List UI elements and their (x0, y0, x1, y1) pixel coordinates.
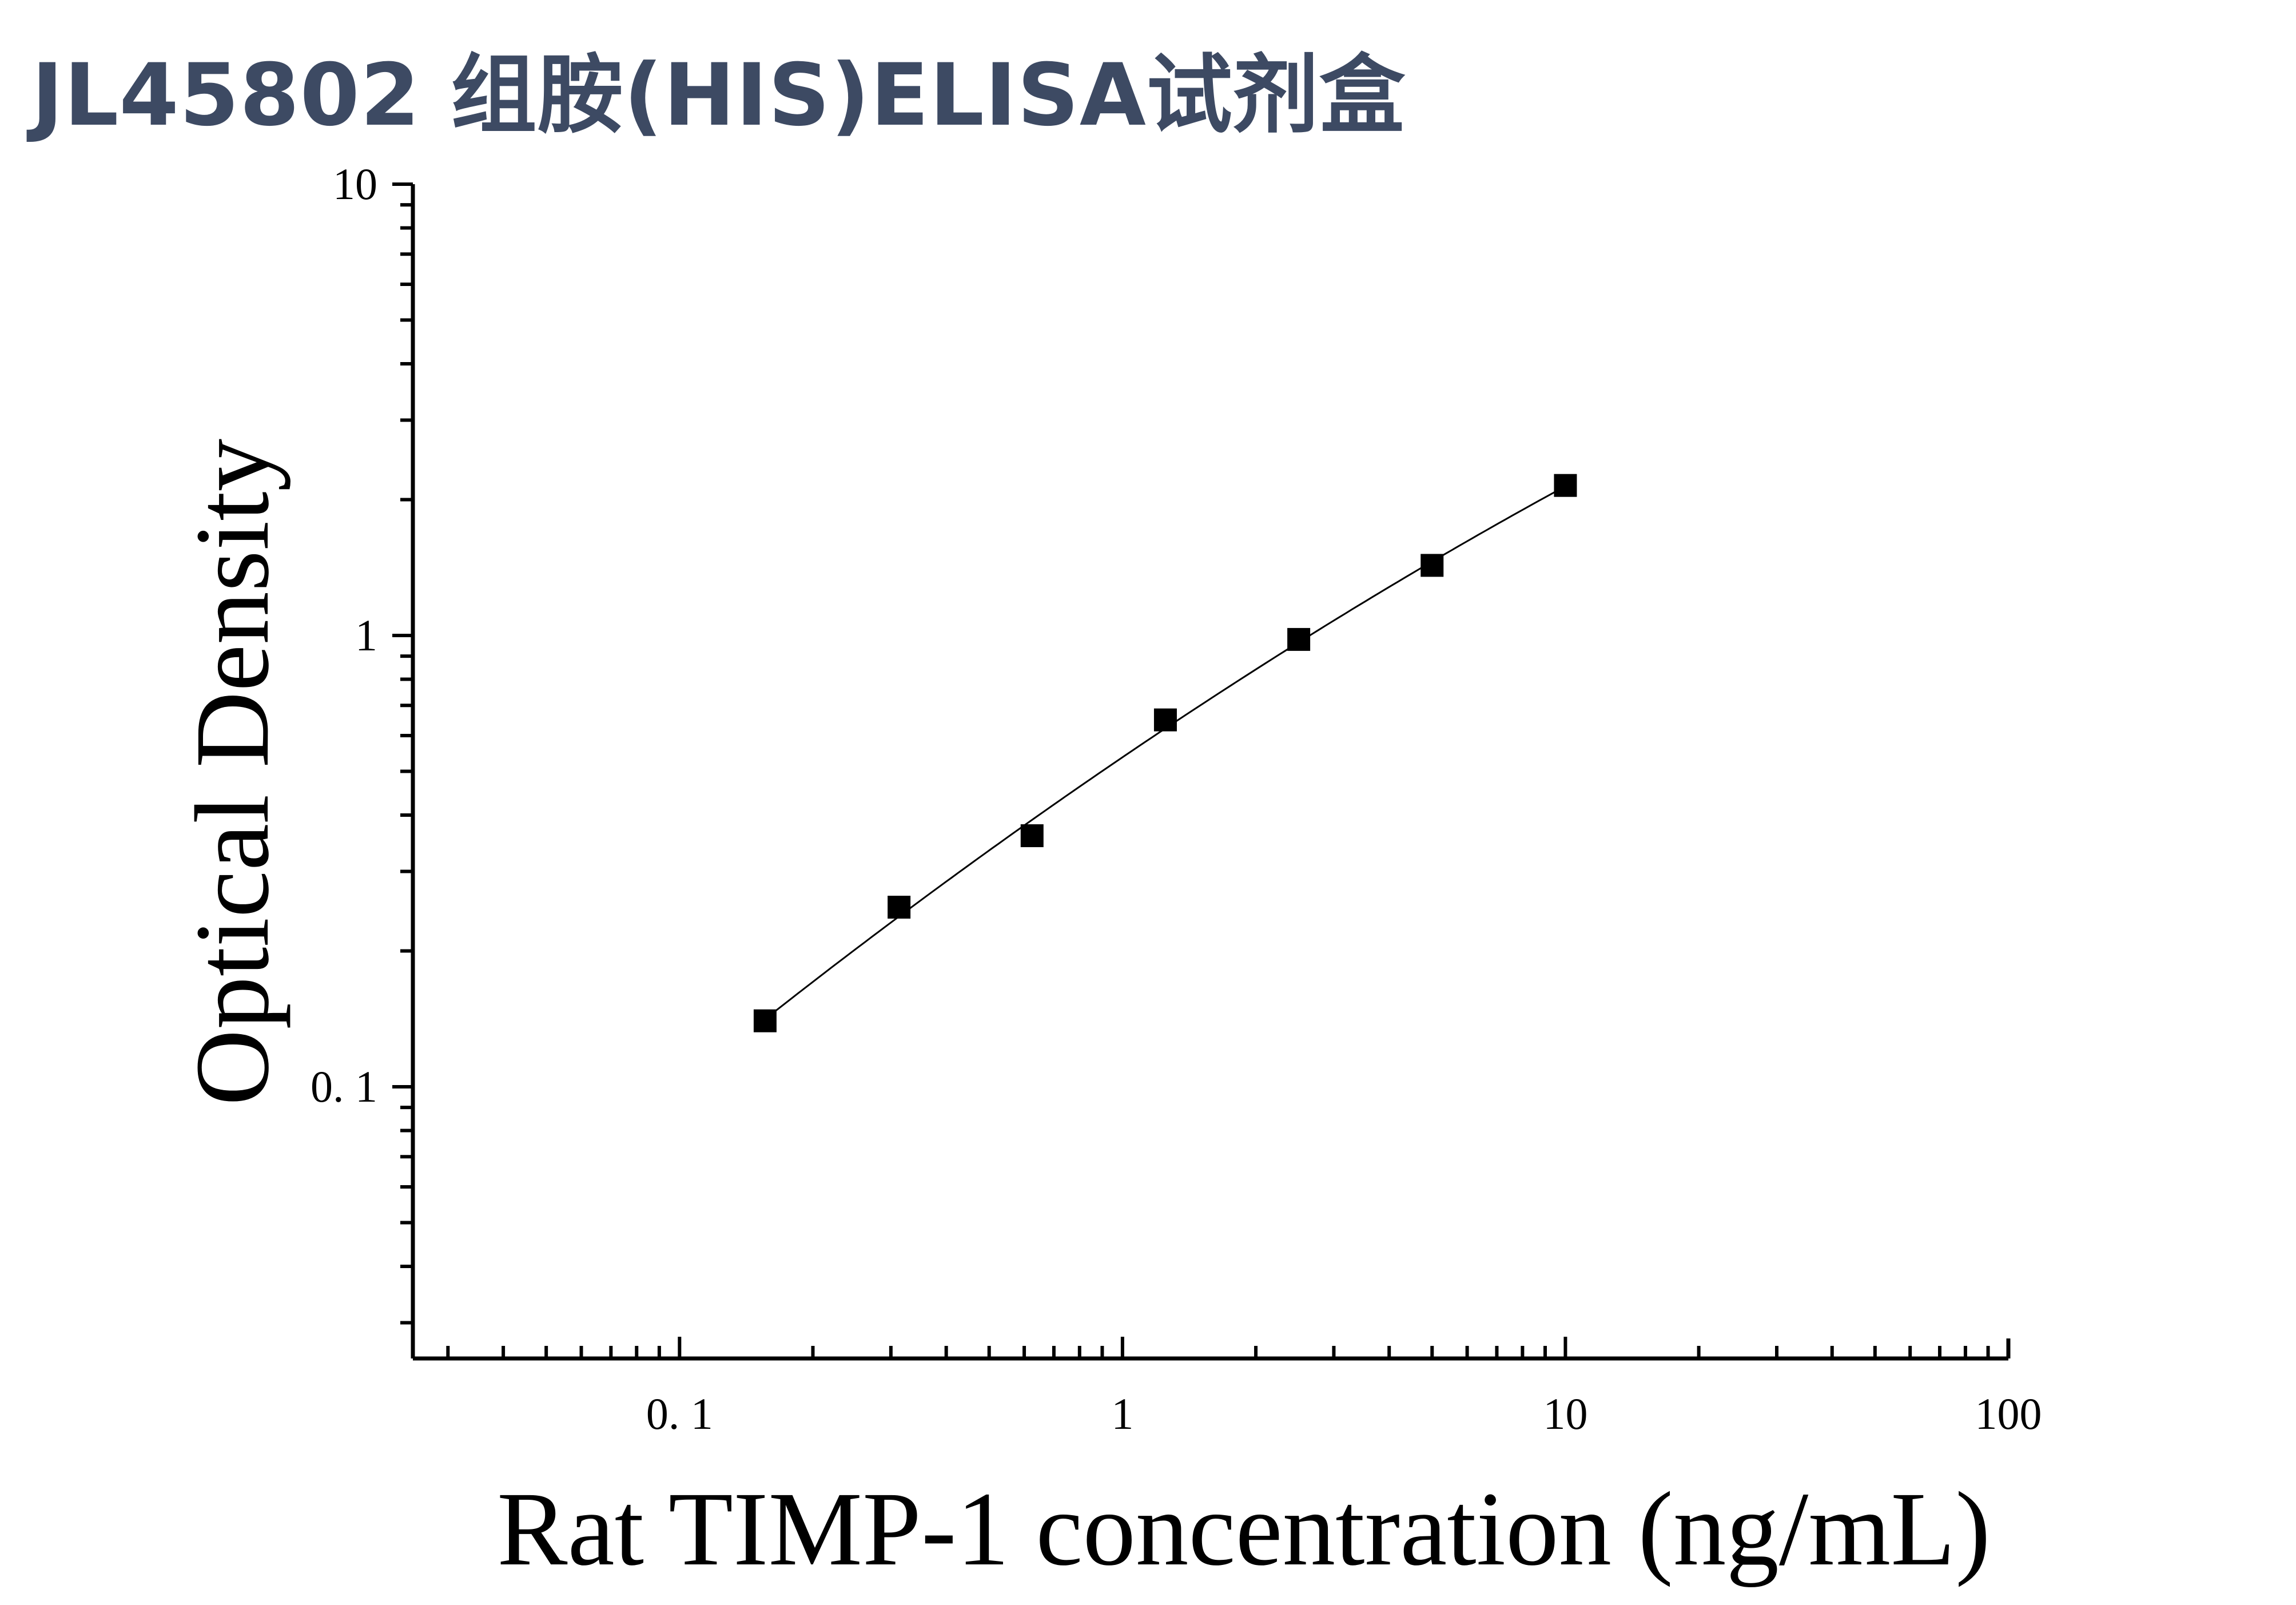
data-point (753, 1009, 777, 1032)
y-tick-labels: 0. 1 1 10 (311, 159, 377, 1111)
y-tick-label: 10 (333, 159, 377, 209)
data-point (1153, 708, 1177, 732)
x-tick-label: 10 (1543, 1389, 1587, 1439)
x-axis-title: Rat TIMP-1 concentration (ng/mL) (497, 1471, 1991, 1588)
fit-curve-group (764, 485, 1566, 1020)
data-points (753, 474, 1577, 1032)
x-tick-label: 0. 1 (646, 1389, 713, 1439)
x-tick-label: 1 (1111, 1389, 1133, 1439)
data-point (1020, 824, 1044, 848)
y-axis-title: Optical Density (174, 439, 291, 1106)
y-ticks (392, 182, 413, 1325)
y-tick-label: 1 (355, 610, 377, 660)
x-tick-labels: 0. 1 1 10 100 (646, 1389, 2042, 1439)
x-tick-label: 100 (1975, 1389, 2042, 1439)
data-point (1287, 627, 1311, 651)
data-point (1420, 554, 1444, 577)
axes (411, 184, 2011, 1361)
x-ticks (446, 1337, 1990, 1358)
data-point (1554, 474, 1577, 497)
y-tick-label: 0. 1 (311, 1062, 377, 1111)
fit-curve (764, 485, 1566, 1020)
data-point (888, 896, 911, 919)
page-title: JL45802 组胺(HIS)ELISA试剂盒 (31, 46, 1406, 145)
